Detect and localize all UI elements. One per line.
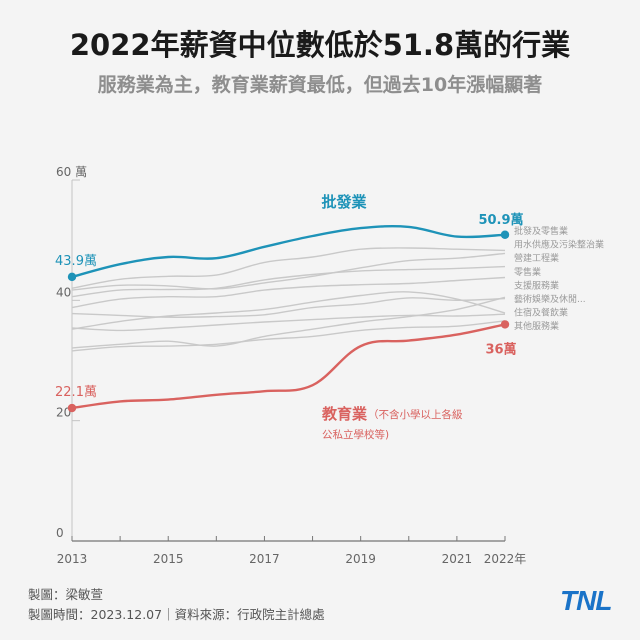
series-label-education: 教育業 (321, 405, 368, 423)
series-label-wholesale: 批發業 (321, 193, 367, 211)
industry-label: 住宿及餐飲業 (514, 307, 568, 319)
series-line-other (71, 291, 506, 330)
x-tick-label: 2022年 (484, 552, 527, 566)
x-tick-label: 2021 (442, 552, 473, 566)
tnl-logo: TNL (560, 585, 612, 616)
page-subtitle: 服務業為主，教育業薪資最低，但過去10年漲幅顯著 (97, 74, 543, 96)
series-line-wholesale (71, 224, 506, 279)
y-tick-label: 20 (56, 406, 71, 420)
start-point-wholesale (67, 272, 77, 282)
y-tick-label: 40 (56, 285, 71, 299)
series-line-education (71, 323, 506, 410)
series-line-other (71, 296, 506, 349)
start-value-label-wholesale: 43.9萬 (55, 254, 97, 269)
start-point-education (67, 403, 77, 413)
x-tick-label: 2013 (57, 552, 88, 566)
series-line-other (71, 297, 506, 318)
industry-label: 零售業 (514, 266, 541, 278)
series-line-other (71, 252, 506, 291)
series-line-other (71, 313, 506, 332)
industry-label: 批發及零售業 (514, 225, 568, 237)
industry-label: 支援服務業 (514, 279, 559, 291)
x-tick-label: 2017 (249, 552, 280, 566)
x-tick-label: 2015 (153, 552, 184, 566)
industry-label: 營建工程業 (514, 252, 559, 264)
series-note-education: 公私立學校等) (322, 428, 389, 441)
end-point-education (500, 320, 510, 329)
series-line-other (71, 320, 506, 352)
series-line-other (71, 265, 506, 298)
x-tick-label: 2019 (345, 552, 376, 566)
end-value-label-wholesale: 50.9萬 (478, 212, 523, 228)
end-value-label-education: 36萬 (485, 341, 516, 357)
industry-label: 其他服務業 (514, 320, 559, 332)
series-line-other (71, 247, 506, 289)
industry-label: 藝術娛樂及休閒... (514, 293, 586, 305)
y-tick-label: 60 萬 (56, 165, 87, 179)
y-tick-label: 0 (56, 526, 64, 540)
series-line-other (71, 276, 506, 309)
end-point-wholesale (500, 230, 510, 239)
series-note-education: （不含小學以上各級 (368, 408, 463, 421)
credits: 製圖：梁敏萱 製圖時間：2023.12.07｜資料來源：行政院主計總處 (28, 585, 325, 625)
credit-date-source: 製圖時間：2023.12.07｜資料來源：行政院主計總處 (28, 607, 325, 622)
industry-label: 用水供應及污染整治業 (514, 239, 604, 251)
start-value-label-education: 22.1萬 (55, 385, 97, 400)
page-title: 2022年薪資中位數低於51.8萬的行業 (69, 28, 571, 62)
credit-maker: 製圖：梁敏萱 (28, 587, 104, 602)
